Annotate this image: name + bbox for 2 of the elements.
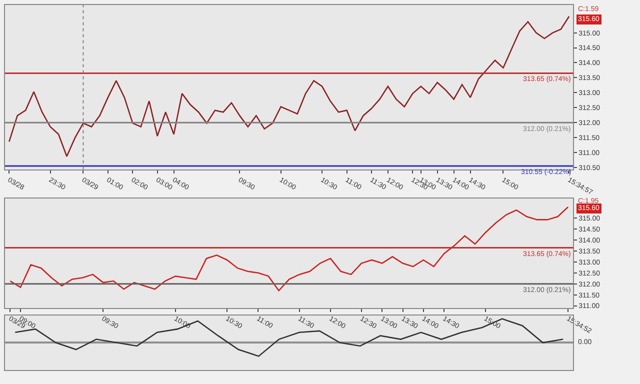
line-series: [10, 206, 569, 292]
line-series: [8, 16, 570, 158]
